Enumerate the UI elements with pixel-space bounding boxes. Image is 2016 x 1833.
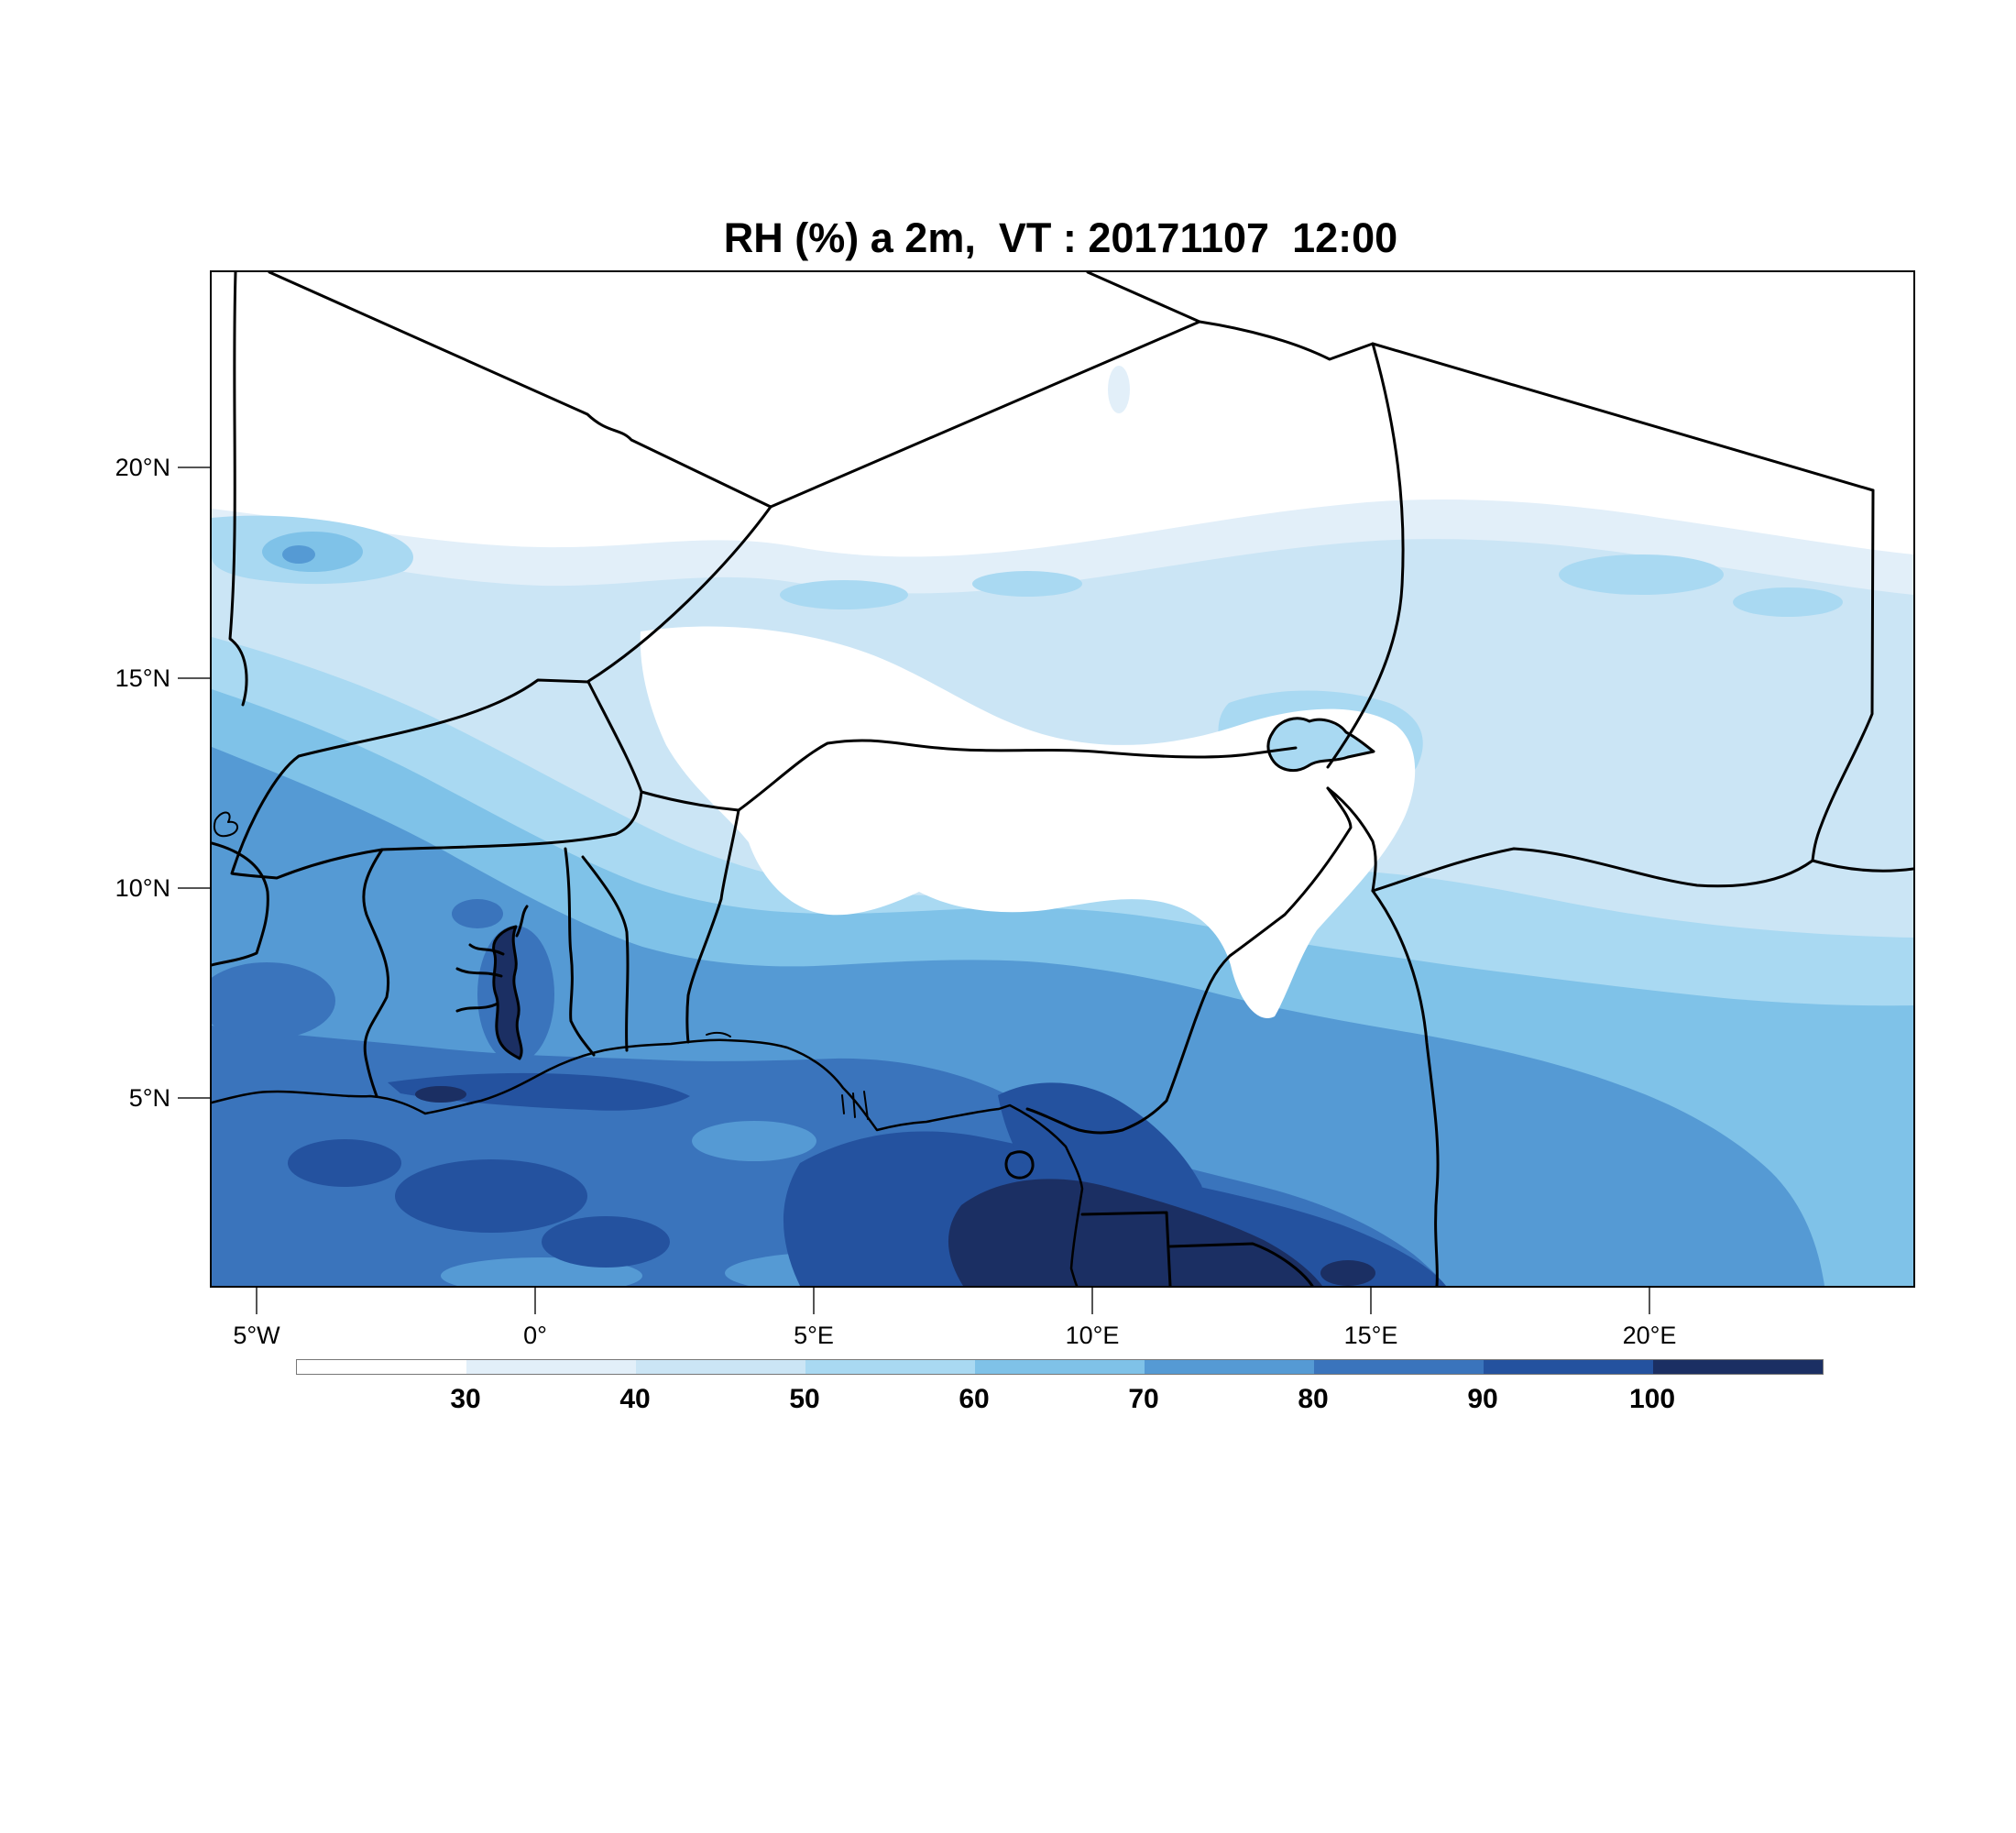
colorbar-label-70: 70 — [1128, 1384, 1159, 1414]
border-togo-benin — [581, 855, 630, 1052]
coastal-strip-90 — [388, 1072, 690, 1111]
ocean-light-patch-c — [692, 1121, 816, 1161]
border-eqguinea-gabon — [1168, 1242, 1314, 1286]
x-tick-10e — [1091, 1286, 1093, 1314]
map-plot-area — [210, 270, 1915, 1288]
colorbar-label-50: 50 — [789, 1384, 820, 1414]
band-blob-50e — [1733, 587, 1843, 617]
colorbar-seg-40-50 — [636, 1360, 805, 1374]
border-chad-sudan — [1811, 488, 1875, 862]
colorbar-label-60: 60 — [959, 1384, 990, 1414]
colorbar-seg-50-60 — [805, 1360, 975, 1374]
contour-fill-gt100 — [948, 1179, 1322, 1286]
border-niger-benin — [640, 790, 740, 812]
lake-volta — [492, 925, 523, 1060]
band-blob-50b — [780, 580, 908, 609]
border-mauritania-mali — [228, 272, 248, 707]
border-cameroon-eqguinea — [1080, 1211, 1172, 1286]
inner-niger-delta — [214, 811, 238, 838]
band-blob-70 — [282, 545, 315, 564]
colorbar-seg-60-70 — [975, 1360, 1145, 1374]
rh-contour-map — [212, 272, 1913, 1286]
colorbar-label-30: 30 — [450, 1384, 481, 1414]
ocean-dark-patch-b — [288, 1139, 401, 1187]
ghana-blob-80 — [452, 899, 503, 928]
border-cameroon-car — [1371, 889, 1440, 1286]
border-cameroon-chad — [1326, 786, 1377, 893]
x-tick-label-15e: 15°E — [1343, 1322, 1398, 1349]
y-tick-label-10n: 10°N — [115, 874, 170, 902]
border-benin-nigeria — [685, 808, 740, 1044]
colorbar-label-100: 100 — [1628, 1384, 1676, 1414]
navy-spot-east — [1320, 1260, 1375, 1286]
colorbar — [296, 1359, 1824, 1375]
border-libya-chad — [1371, 342, 1875, 492]
dry-tongue-white — [640, 626, 1416, 1018]
colorbar-label-90: 90 — [1467, 1384, 1498, 1414]
y-tick-label-15n: 15°N — [115, 664, 170, 692]
ocean-dark-patch-c — [542, 1216, 670, 1268]
y-tick-label-20n: 20°N — [115, 454, 170, 481]
border-algeria-niger — [769, 320, 1201, 509]
lake-chad — [1266, 717, 1375, 773]
border-mali-niger — [586, 505, 772, 684]
band-blob-50c — [972, 571, 1082, 597]
colorbar-seg-gt100 — [1653, 1360, 1823, 1374]
border-mali-algeria — [268, 272, 772, 509]
lake-volta-branches — [455, 905, 529, 1013]
x-tick-label-10e: 10°E — [1065, 1322, 1120, 1349]
coastline-gulf-of-guinea — [212, 1038, 1084, 1286]
lagos-spit — [706, 1031, 731, 1037]
x-tick-5w — [256, 1286, 257, 1314]
colorbar-label-40: 40 — [619, 1384, 651, 1414]
contour-speck-30-40 — [1108, 366, 1130, 413]
border-sudan-car — [1811, 859, 1913, 873]
y-tick-10n — [178, 887, 210, 889]
x-tick-5e — [813, 1286, 815, 1314]
border-niger-nigeria — [737, 739, 1298, 812]
x-tick-label-5w: 5°W — [233, 1322, 280, 1349]
border-chad-car — [1371, 847, 1814, 893]
border-niger-chad — [1326, 342, 1405, 769]
cote-divoire-blob-80 — [212, 962, 335, 1039]
x-tick-label-5e: 5°E — [794, 1322, 834, 1349]
x-tick-15e — [1370, 1286, 1372, 1314]
colorbar-seg-80-90 — [1314, 1360, 1484, 1374]
y-tick-15n — [178, 677, 210, 679]
y-tick-5n — [178, 1097, 210, 1099]
border-mali-cotedivoire — [212, 841, 269, 967]
border-niger-libya — [1198, 320, 1375, 361]
y-tick-label-5n: 5°N — [128, 1084, 170, 1112]
colorbar-seg-lt30 — [297, 1360, 466, 1374]
x-tick-label-20e: 20°E — [1622, 1322, 1677, 1349]
border-nigeria-cameroon — [1025, 786, 1353, 1135]
ocean-dark-patch-a — [395, 1159, 587, 1233]
colorbar-seg-70-80 — [1145, 1360, 1314, 1374]
colorbar-label-80: 80 — [1298, 1384, 1329, 1414]
bioko-island — [1004, 1150, 1035, 1180]
colorbar-seg-30-40 — [466, 1360, 636, 1374]
x-tick-0 — [534, 1286, 536, 1314]
border-burkina-faso — [230, 678, 643, 880]
colorbar-seg-90-100 — [1484, 1360, 1653, 1374]
navy-spot-coast-west — [415, 1086, 466, 1103]
x-tick-20e — [1649, 1286, 1650, 1314]
niger-delta-creeks — [841, 1091, 869, 1120]
y-tick-20n — [178, 466, 210, 468]
chart-title: RH (%) a 2m, VT : 20171107 12:00 — [723, 214, 1398, 261]
x-tick-label-0: 0° — [523, 1322, 547, 1349]
border-algeria-libya — [1086, 272, 1201, 324]
band-blob-50d — [1559, 554, 1724, 595]
border-ghana-cotedivoire — [362, 848, 390, 1098]
border-ghana-togo — [564, 847, 596, 1057]
